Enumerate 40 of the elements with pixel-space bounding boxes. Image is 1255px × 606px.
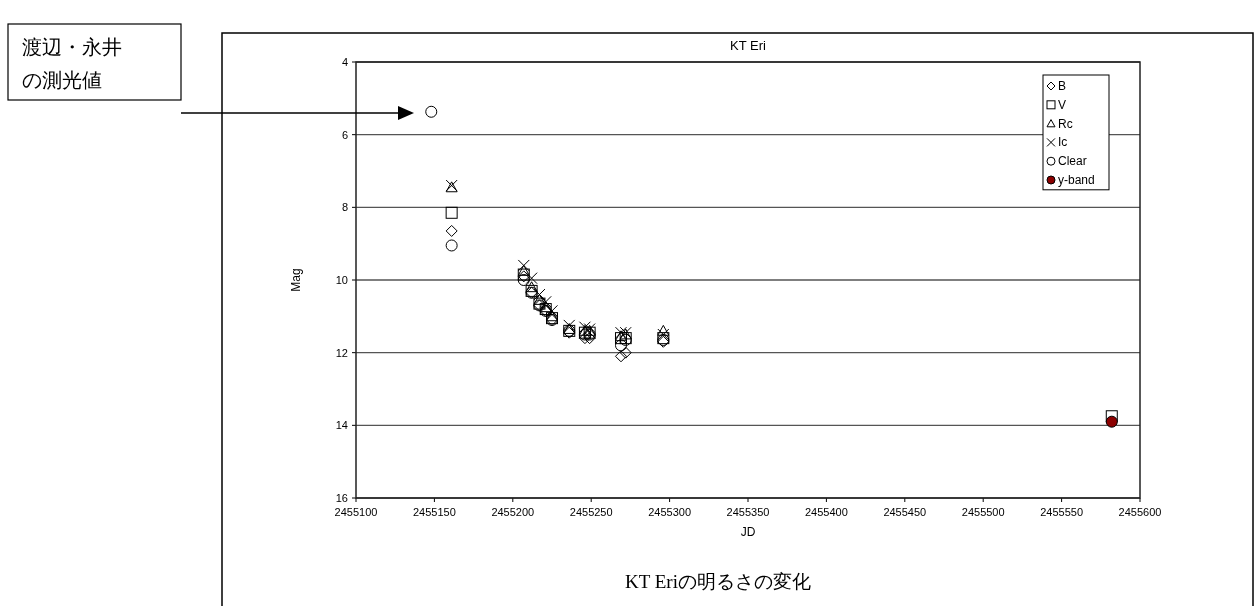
x-tick-label: 2455450 bbox=[883, 506, 927, 518]
legend-label: Ic bbox=[1058, 135, 1068, 150]
x-tick-label: 2455600 bbox=[1118, 506, 1162, 518]
point bbox=[445, 206, 458, 219]
y-tick-label: 12 bbox=[335, 346, 348, 359]
text: KT Eriの明るさの変化 bbox=[625, 571, 811, 592]
x-tick-label: 2455350 bbox=[726, 506, 770, 518]
legend-label: V bbox=[1058, 97, 1067, 112]
point bbox=[517, 274, 530, 286]
point bbox=[657, 324, 670, 336]
x-tick-label: 2455500 bbox=[961, 506, 1005, 518]
x-tick-label: 2455100 bbox=[334, 506, 378, 518]
point bbox=[445, 239, 458, 252]
legend-label: Clear bbox=[1058, 154, 1087, 169]
x-tick-label: 2455200 bbox=[491, 506, 535, 518]
point bbox=[546, 310, 558, 322]
x-axis-title: JD bbox=[740, 525, 756, 539]
point bbox=[614, 339, 627, 352]
x-tick-label: 2455550 bbox=[1040, 506, 1084, 518]
x-tick-label: 2455150 bbox=[412, 506, 456, 518]
legend-label: Rc bbox=[1058, 116, 1073, 131]
y-tick-label: 14 bbox=[335, 419, 348, 432]
legend-label: B bbox=[1058, 79, 1067, 93]
y-axis-title: Mag bbox=[289, 268, 303, 292]
point bbox=[517, 264, 530, 276]
y-tick-label: 4 bbox=[341, 56, 348, 68]
y-tick-label: 10 bbox=[335, 274, 348, 286]
point bbox=[533, 293, 546, 305]
point bbox=[539, 301, 552, 313]
y-tick-label: 8 bbox=[341, 201, 348, 214]
point bbox=[425, 105, 438, 118]
legend-label: y-band bbox=[1058, 173, 1095, 187]
point bbox=[1105, 415, 1118, 428]
x-tick-label: 2455400 bbox=[804, 506, 848, 518]
y-tick-label: 6 bbox=[341, 128, 348, 141]
point bbox=[525, 281, 538, 293]
y-tick-label: 16 bbox=[335, 492, 348, 504]
chart-title: KT Eri bbox=[730, 38, 767, 53]
x-tick-label: 2455250 bbox=[569, 506, 613, 518]
x-tick-label: 2455300 bbox=[648, 506, 692, 518]
